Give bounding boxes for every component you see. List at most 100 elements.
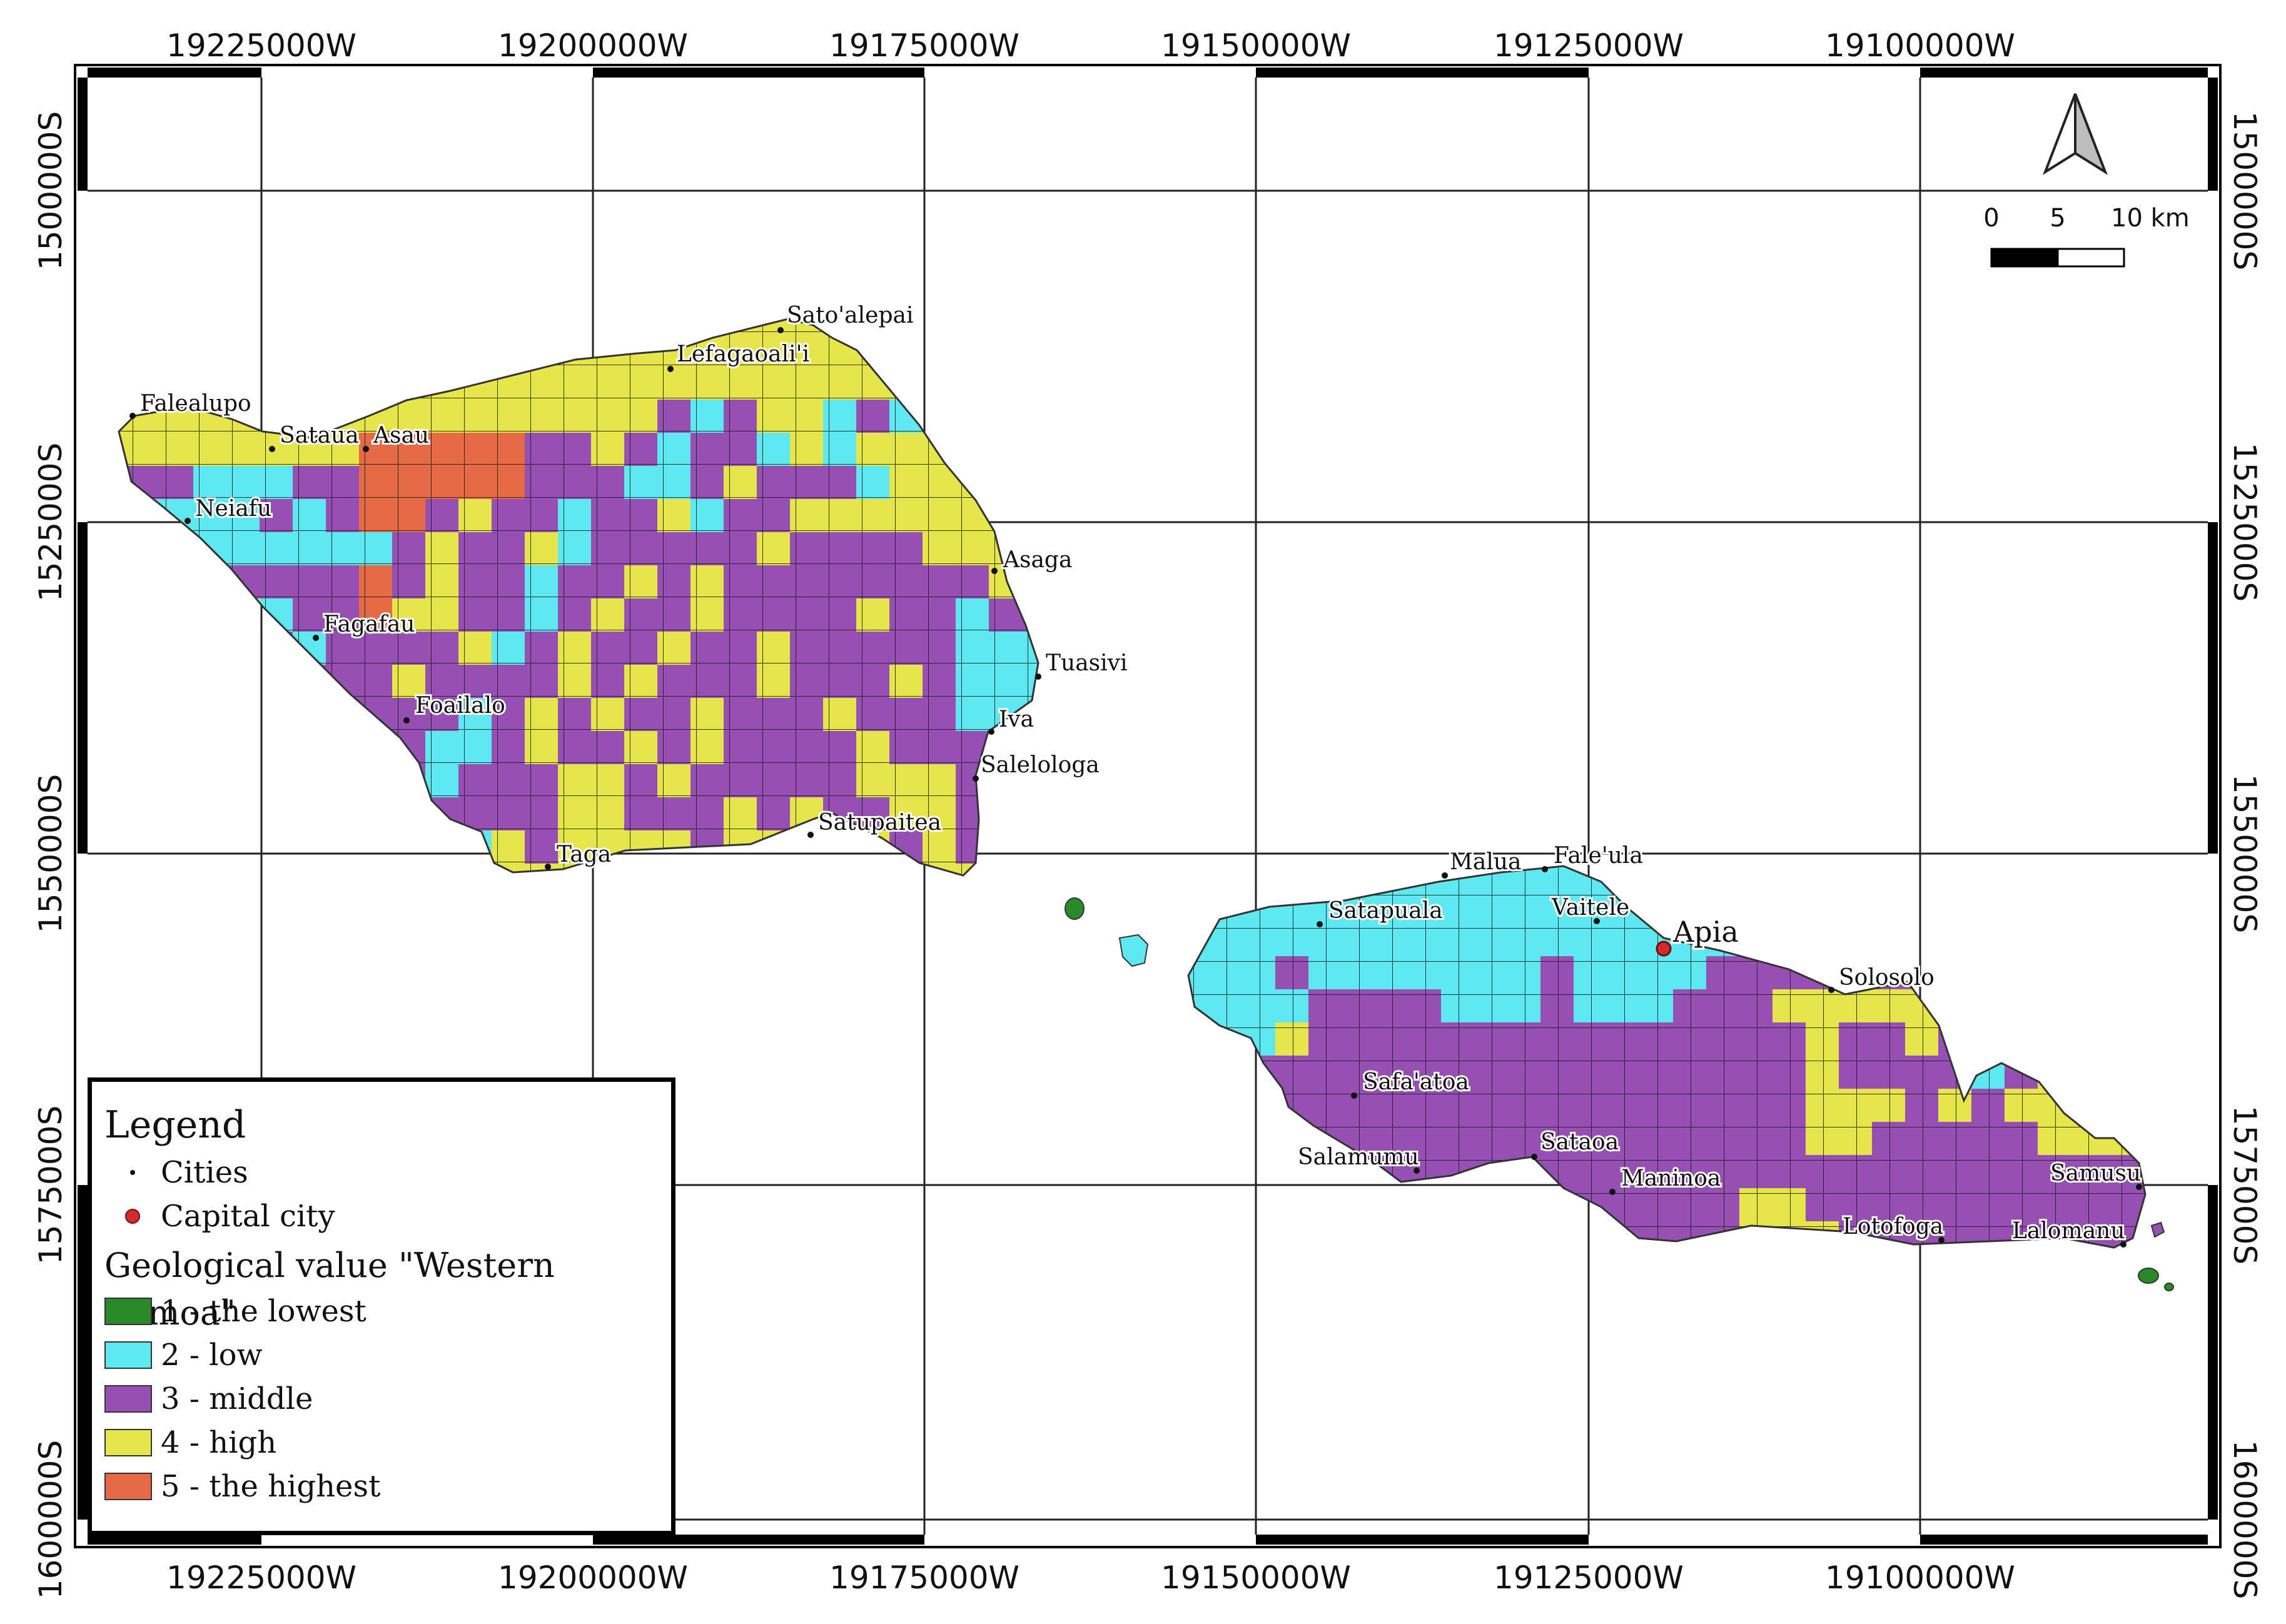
city-marker: Iva bbox=[988, 705, 1036, 735]
city-marker: Vaitele bbox=[1549, 893, 1631, 924]
legend-class-row: 2 - low bbox=[104, 1333, 659, 1377]
city-label: Lotofoga bbox=[1843, 1214, 1943, 1239]
x-tick-label-bottom: 19225000W bbox=[166, 1560, 357, 1596]
city-label: Solosolo bbox=[1839, 965, 1935, 991]
city-marker: Safa'atoa bbox=[1351, 1067, 1471, 1099]
x-tick-label-top: 19200000W bbox=[498, 28, 688, 64]
y-tick-label-right: 1575000S bbox=[2227, 1106, 2263, 1264]
city-label: Lefagaoali'i bbox=[677, 341, 809, 367]
city-label: Samusu bbox=[2050, 1161, 2141, 1186]
legend-swatch bbox=[104, 1429, 152, 1456]
legend-panel: Legend Cities Capital city Geological va… bbox=[88, 1077, 675, 1535]
x-tick-label-top: 19125000W bbox=[1494, 28, 1684, 64]
legend-cities-row: Cities bbox=[104, 1151, 659, 1194]
city-label: Satapuala bbox=[1328, 898, 1443, 924]
city-marker: Neiafu bbox=[185, 494, 273, 524]
legend-class-label: 2 - low bbox=[161, 1338, 263, 1373]
legend-swatch bbox=[104, 1341, 152, 1369]
legend-class-row: 1 - the lowest bbox=[104, 1289, 659, 1333]
x-tick-label-bottom: 19100000W bbox=[1825, 1560, 2015, 1596]
y-tick-label-left: 1550000S bbox=[33, 774, 69, 933]
city-dot-icon bbox=[104, 1170, 161, 1175]
legend-cities-label: Cities bbox=[161, 1155, 248, 1190]
legend-title: Legend bbox=[104, 1103, 246, 1147]
legend-class-label: 1 - the lowest bbox=[161, 1294, 367, 1329]
legend-class-row: 4 - high bbox=[104, 1421, 659, 1465]
y-tick-label-right: 1550000S bbox=[2227, 774, 2263, 933]
cities-layer: Sato'alepai Lefagaoali'i Falealupo Sataua As… bbox=[129, 301, 2143, 1248]
city-label: Salelologa bbox=[981, 752, 1100, 778]
city-marker: Asau bbox=[363, 421, 431, 452]
legend-group-title: Geological value "Western Samoa" bbox=[104, 1246, 555, 1333]
city-label: Vaitele bbox=[1551, 895, 1629, 920]
city-label: Asaga bbox=[1003, 547, 1072, 573]
city-marker: Satapuala bbox=[1317, 896, 1445, 927]
city-label: Fagafau bbox=[323, 612, 415, 637]
legend-class-row: 3 - middle bbox=[104, 1377, 659, 1421]
city-marker: Solosolo bbox=[1828, 963, 1936, 993]
city-marker: Sato'alepai bbox=[777, 301, 915, 333]
y-tick-label-right: 1600000S bbox=[2227, 1440, 2263, 1599]
city-label: Sataoa bbox=[1540, 1129, 1619, 1155]
y-tick-label-left: 1600000S bbox=[33, 1440, 69, 1599]
x-tick-label-bottom: 19150000W bbox=[1161, 1560, 1351, 1596]
capital-marker: Apia bbox=[1656, 913, 1741, 957]
city-marker: Samusu bbox=[2048, 1159, 2143, 1190]
legend-class-label: 3 - middle bbox=[161, 1381, 313, 1416]
x-tick-label-bottom: 19200000W bbox=[498, 1560, 688, 1596]
frame-ticks bbox=[78, 68, 2218, 1545]
city-marker: Malua bbox=[1442, 847, 1524, 879]
city-label: Taga bbox=[557, 842, 611, 867]
scale-label-0: 0 bbox=[1983, 204, 1999, 233]
legend-classes: 1 - the lowest 2 - low 3 - middle 4 - high 5… bbox=[104, 1289, 659, 1508]
scale-label-5: 5 bbox=[2050, 204, 2065, 233]
x-tick-label-bottom: 19125000W bbox=[1494, 1560, 1684, 1596]
north-arrow-icon bbox=[2042, 93, 2108, 175]
city-label: Salamumu bbox=[1298, 1144, 1419, 1170]
city-marker: Lotofoga bbox=[1841, 1212, 1945, 1243]
x-tick-label-top: 19175000W bbox=[829, 28, 1019, 64]
capital-label: Apia bbox=[1672, 915, 1739, 949]
x-tick-label-top: 19225000W bbox=[166, 28, 357, 64]
city-marker: Taga bbox=[545, 840, 613, 870]
legend-swatch bbox=[104, 1298, 152, 1325]
small-islets bbox=[1065, 897, 2174, 1291]
city-marker: Sataua bbox=[269, 421, 361, 452]
city-label: Tuasivi bbox=[1046, 650, 1128, 676]
city-label: Safa'atoa bbox=[1363, 1069, 1469, 1095]
city-marker: Lalomanu bbox=[2010, 1216, 2127, 1248]
city-marker: Salamumu bbox=[1296, 1142, 1421, 1174]
city-label: Sataua bbox=[280, 423, 359, 448]
city-label: Lalomanu bbox=[2012, 1218, 2125, 1244]
scale-bar: 0 5 10 km bbox=[1983, 204, 2190, 268]
legend-swatch bbox=[104, 1385, 152, 1413]
city-label: Foailalo bbox=[415, 693, 505, 719]
city-marker: Asaga bbox=[991, 545, 1074, 575]
city-marker: Falealupo bbox=[129, 389, 253, 419]
city-marker: Foailalo bbox=[403, 691, 507, 724]
capital-dot-icon bbox=[104, 1209, 161, 1224]
city-label: Sato'alepai bbox=[787, 303, 913, 328]
city-label: Malua bbox=[1450, 849, 1522, 875]
city-label: Iva bbox=[999, 707, 1034, 732]
y-tick-label-left: 1500000S bbox=[33, 111, 69, 270]
legend-class-label: 5 - the highest bbox=[161, 1469, 381, 1504]
y-tick-label-left: 1525000S bbox=[33, 443, 69, 602]
legend-swatch bbox=[104, 1473, 152, 1500]
scale-label-10km: 10 km bbox=[2111, 204, 2190, 233]
x-tick-label-top: 19150000W bbox=[1161, 28, 1351, 64]
legend-class-label: 4 - high bbox=[161, 1425, 277, 1460]
city-label: Satupaitea bbox=[818, 810, 941, 835]
y-tick-label-left: 1575000S bbox=[33, 1106, 69, 1264]
city-marker: Fagafau bbox=[313, 610, 417, 641]
legend-class-row: 5 - the highest bbox=[104, 1465, 659, 1508]
city-marker: Salelologa bbox=[973, 750, 1101, 782]
axis-labels: 19225000W 19225000W 19200000W 19200000W 1917… bbox=[33, 28, 2263, 1599]
city-marker: Maninoa bbox=[1609, 1164, 1722, 1195]
city-label: Asau bbox=[373, 423, 429, 448]
city-marker: Satupaitea bbox=[807, 808, 943, 838]
city-marker: Lefagaoali'i bbox=[667, 340, 811, 372]
city-label: Neiafu bbox=[195, 496, 271, 522]
x-tick-label-top: 19100000W bbox=[1825, 28, 2015, 64]
y-tick-label-right: 1525000S bbox=[2227, 443, 2263, 602]
